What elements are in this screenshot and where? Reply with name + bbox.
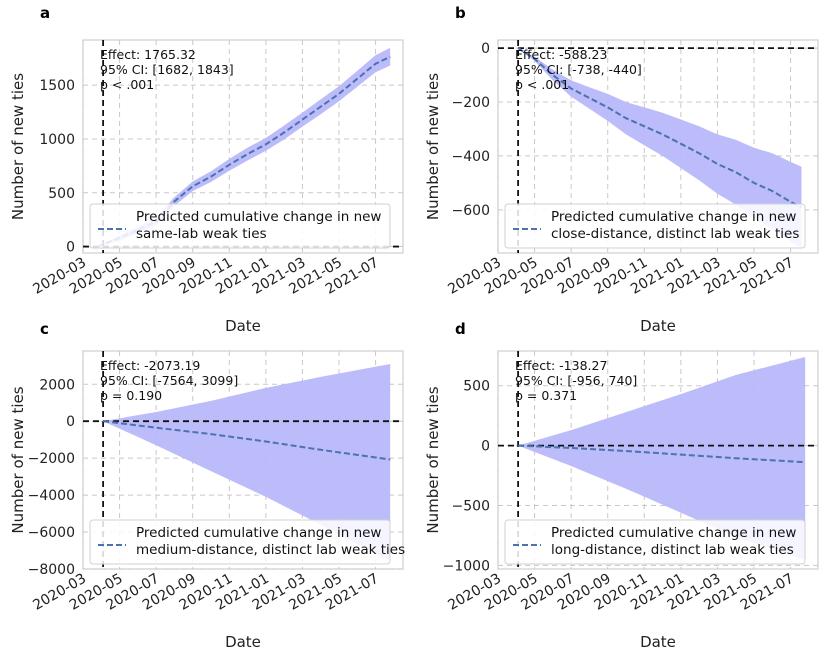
effect-annotation: p = 0.190 bbox=[100, 388, 162, 403]
effect-annotation: 95% CI: [-738, -440] bbox=[515, 62, 642, 77]
y-tick-label: 500 bbox=[48, 186, 75, 202]
panel-c: c20000−2000−4000−6000−80002020-032020-05… bbox=[9, 320, 405, 649]
legend-label: long-distance, distinct lab weak ties bbox=[551, 542, 794, 558]
legend: Predicted cumulative change in newsame-l… bbox=[89, 203, 391, 249]
effect-annotation: 95% CI: [1682, 1843] bbox=[100, 62, 234, 77]
y-tick-label: 0 bbox=[66, 414, 75, 430]
legend: Predicted cumulative change in newclose-… bbox=[504, 203, 806, 249]
panel-b: b0−200−400−6002020-032020-052020-072020-… bbox=[424, 4, 819, 335]
legend-label: Predicted cumulative change in new bbox=[136, 209, 381, 225]
x-axis-label: Date bbox=[640, 633, 676, 649]
y-tick-label: −200 bbox=[452, 95, 490, 111]
series-line bbox=[518, 444, 806, 464]
confidence-band bbox=[518, 357, 806, 561]
legend-box bbox=[89, 203, 391, 249]
effect-annotation: p = 0.371 bbox=[515, 388, 577, 403]
y-tick-label: −4000 bbox=[28, 488, 75, 504]
effect-annotation: Effect: 1765.32 bbox=[100, 47, 196, 62]
legend-label: Predicted cumulative change in new bbox=[136, 525, 381, 541]
panel-d: d5000−500−10002020-032020-052020-072020-… bbox=[424, 320, 819, 649]
legend-label: Predicted cumulative change in new bbox=[551, 209, 796, 225]
y-axis-label: Number of new ties bbox=[9, 73, 27, 220]
y-tick-label: −2000 bbox=[28, 451, 75, 467]
series-line bbox=[102, 420, 391, 461]
effect-annotation: Effect: -588.23 bbox=[515, 47, 607, 62]
legend-box bbox=[504, 203, 806, 249]
y-axis-label: Number of new ties bbox=[9, 386, 27, 533]
legend-label: Predicted cumulative change in new bbox=[551, 525, 796, 541]
y-tick-label: −600 bbox=[452, 203, 490, 219]
legend: Predicted cumulative change in newlong-d… bbox=[504, 519, 806, 565]
legend-label: medium-distance, distinct lab weak ties bbox=[136, 542, 405, 558]
y-tick-label: 500 bbox=[463, 379, 490, 395]
panel-label: a bbox=[40, 4, 50, 22]
y-tick-label: −8000 bbox=[28, 562, 75, 578]
y-tick-label: 0 bbox=[66, 240, 75, 256]
confidence-band bbox=[97, 47, 391, 247]
effect-annotation: Effect: -2073.19 bbox=[100, 358, 200, 373]
y-tick-label: 1000 bbox=[39, 132, 75, 148]
series-line bbox=[517, 47, 802, 209]
y-axis-label: Number of new ties bbox=[424, 73, 442, 220]
y-axis-label: Number of new ties bbox=[424, 386, 442, 533]
y-tick-label: 1500 bbox=[39, 78, 75, 94]
y-tick-label: 2000 bbox=[39, 377, 75, 393]
effect-annotation: p < .001 bbox=[515, 77, 569, 92]
x-axis-label: Date bbox=[225, 633, 261, 649]
legend-label: close-distance, distinct lab weak ties bbox=[551, 226, 799, 242]
legend: Predicted cumulative change in newmedium… bbox=[89, 519, 405, 565]
panel-label: b bbox=[455, 4, 466, 22]
confidence-band bbox=[103, 364, 391, 561]
x-axis-label: Date bbox=[225, 317, 261, 335]
panel-label: d bbox=[455, 320, 466, 338]
y-tick-label: −1000 bbox=[443, 558, 490, 574]
legend-box bbox=[504, 519, 806, 565]
effect-annotation: p < .001 bbox=[100, 77, 154, 92]
legend-box bbox=[89, 519, 391, 565]
panel-a: a0500100015002020-032020-052020-072020-0… bbox=[9, 4, 404, 335]
y-tick-label: −6000 bbox=[28, 525, 75, 541]
effect-annotation: Effect: -138.27 bbox=[515, 358, 607, 373]
x-axis-label: Date bbox=[640, 317, 676, 335]
panel-label: c bbox=[40, 320, 49, 338]
y-tick-label: 0 bbox=[481, 439, 490, 455]
y-tick-label: 0 bbox=[481, 41, 490, 57]
y-tick-label: −400 bbox=[452, 149, 490, 165]
legend-label: same-lab weak ties bbox=[136, 226, 267, 242]
effect-annotation: 95% CI: [-956, 740] bbox=[515, 373, 637, 388]
effect-annotation: 95% CI: [-7564, 3099] bbox=[100, 373, 238, 388]
y-tick-label: −500 bbox=[452, 499, 490, 515]
